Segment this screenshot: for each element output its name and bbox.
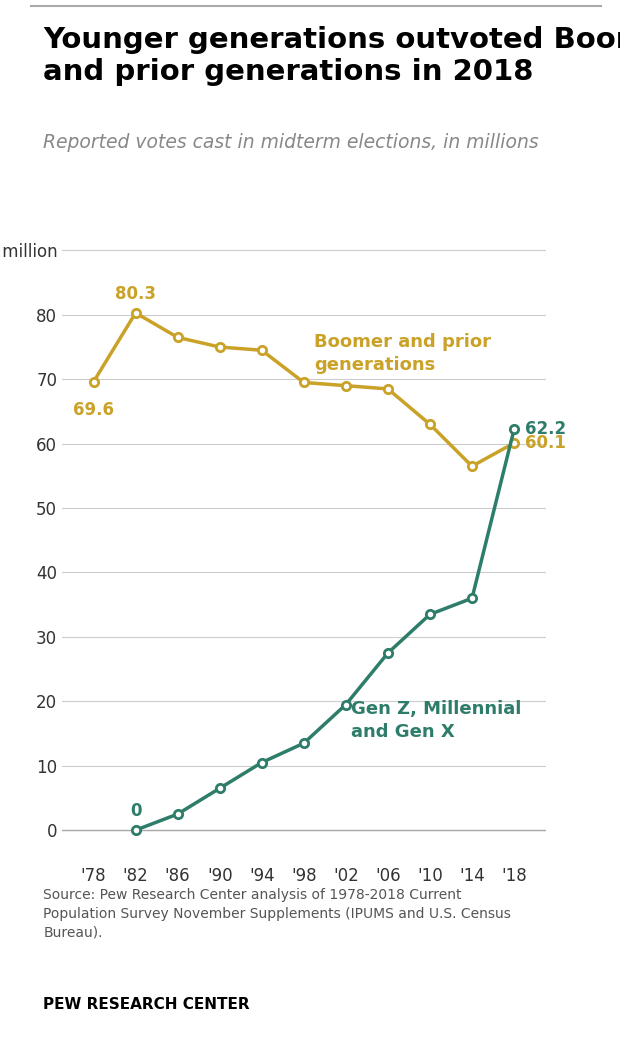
Text: Boomer and prior
generations: Boomer and prior generations	[314, 332, 491, 374]
Text: Source: Pew Research Center analysis of 1978-2018 Current
Population Survey Nove: Source: Pew Research Center analysis of …	[43, 888, 511, 939]
Text: 60.1: 60.1	[525, 434, 566, 452]
Text: 0: 0	[130, 802, 141, 821]
Text: 80.3: 80.3	[115, 285, 156, 303]
Text: Reported votes cast in midterm elections, in millions: Reported votes cast in midterm elections…	[43, 133, 539, 152]
Text: PEW RESEARCH CENTER: PEW RESEARCH CENTER	[43, 997, 250, 1012]
Text: Gen Z, Millennial
and Gen X: Gen Z, Millennial and Gen X	[351, 700, 521, 742]
Text: 69.6: 69.6	[73, 401, 114, 420]
Text: Younger generations outvoted Boomer
and prior generations in 2018: Younger generations outvoted Boomer and …	[43, 26, 620, 86]
Text: 62.2: 62.2	[525, 421, 566, 438]
